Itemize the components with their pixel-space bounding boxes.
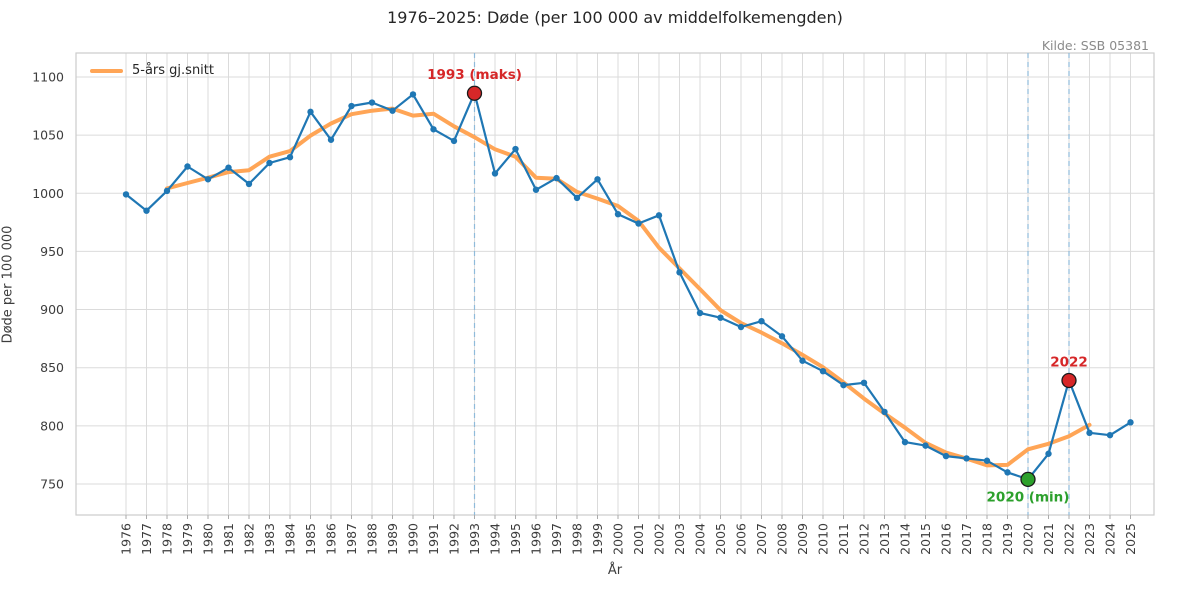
legend: 5-års gj.snitt bbox=[90, 63, 214, 78]
svg-text:2006: 2006 bbox=[734, 523, 749, 555]
annotation-label-2020: 2020 (min) bbox=[987, 489, 1070, 505]
svg-text:2015: 2015 bbox=[918, 523, 933, 555]
svg-text:2009: 2009 bbox=[795, 523, 810, 555]
svg-text:1988: 1988 bbox=[365, 523, 380, 555]
svg-text:1978: 1978 bbox=[160, 523, 175, 555]
svg-text:2000: 2000 bbox=[611, 523, 626, 555]
svg-text:1999: 1999 bbox=[590, 523, 605, 555]
svg-text:900: 900 bbox=[40, 302, 64, 317]
annotation-marker-2020 bbox=[1020, 471, 1036, 487]
svg-text:950: 950 bbox=[40, 244, 64, 259]
svg-text:1990: 1990 bbox=[406, 523, 421, 555]
data-point-markers bbox=[122, 90, 1134, 483]
svg-text:2018: 2018 bbox=[980, 523, 995, 555]
svg-text:850: 850 bbox=[40, 360, 64, 375]
annotation-label-2022: 2022 bbox=[1050, 354, 1088, 370]
svg-text:1980: 1980 bbox=[201, 523, 216, 555]
x-axis-label: År bbox=[607, 563, 623, 578]
annotation-labels: 1993 (maks) 2020 (min) 2022 bbox=[427, 67, 1088, 505]
svg-text:1984: 1984 bbox=[283, 523, 298, 555]
svg-text:1000: 1000 bbox=[32, 186, 64, 201]
svg-text:1985: 1985 bbox=[303, 523, 318, 555]
svg-text:1982: 1982 bbox=[242, 523, 257, 555]
svg-text:1993: 1993 bbox=[467, 523, 482, 555]
annotation-marker-2022 bbox=[1061, 372, 1077, 389]
svg-text:2022: 2022 bbox=[1062, 523, 1077, 555]
svg-text:2008: 2008 bbox=[775, 523, 790, 555]
annotation-marker-1993 bbox=[466, 85, 483, 101]
svg-text:2019: 2019 bbox=[1000, 523, 1015, 555]
chart-title: 1976–2025: Døde (per 100 000 av middelfo… bbox=[387, 8, 843, 27]
svg-text:1981: 1981 bbox=[221, 523, 236, 555]
svg-text:2016: 2016 bbox=[939, 523, 954, 555]
svg-text:1987: 1987 bbox=[344, 523, 359, 555]
svg-text:1976: 1976 bbox=[119, 523, 134, 555]
svg-text:2002: 2002 bbox=[652, 523, 667, 555]
svg-text:2003: 2003 bbox=[672, 523, 687, 555]
plot-border bbox=[75, 52, 1155, 516]
svg-text:2025: 2025 bbox=[1123, 523, 1138, 555]
svg-text:2017: 2017 bbox=[959, 523, 974, 555]
svg-text:1986: 1986 bbox=[324, 523, 339, 555]
y-tick-labels: 750 800 850 900 950 1000 1050 1100 bbox=[32, 69, 64, 491]
svg-text:1992: 1992 bbox=[447, 523, 462, 555]
legend-avg-label: 5-års gj.snitt bbox=[132, 63, 214, 78]
svg-text:1991: 1991 bbox=[426, 523, 441, 555]
svg-text:1994: 1994 bbox=[488, 523, 503, 555]
svg-text:2004: 2004 bbox=[693, 523, 708, 555]
svg-text:2005: 2005 bbox=[713, 523, 728, 555]
legend-avg-swatch bbox=[90, 68, 123, 73]
annotation-label-1993: 1993 (maks) bbox=[427, 67, 522, 83]
svg-text:1989: 1989 bbox=[385, 523, 400, 555]
svg-text:1995: 1995 bbox=[508, 523, 523, 555]
svg-text:1100: 1100 bbox=[32, 69, 64, 84]
svg-text:2023: 2023 bbox=[1082, 523, 1097, 555]
x-tick-labels: 1976 1977 1978 1979 1980 1981 1982 1983 1984 1985… bbox=[119, 515, 1138, 555]
svg-text:2013: 2013 bbox=[877, 523, 892, 555]
svg-text:1997: 1997 bbox=[549, 523, 564, 555]
annotation-guide-lines bbox=[473, 53, 1070, 515]
svg-text:1050: 1050 bbox=[32, 128, 64, 143]
svg-text:1998: 1998 bbox=[570, 523, 585, 555]
svg-text:2007: 2007 bbox=[754, 523, 769, 555]
svg-text:2021: 2021 bbox=[1041, 523, 1056, 555]
svg-text:2020: 2020 bbox=[1021, 523, 1036, 555]
svg-text:1979: 1979 bbox=[180, 523, 195, 555]
svg-text:2011: 2011 bbox=[836, 523, 851, 555]
avg-line bbox=[165, 106, 1092, 468]
svg-text:800: 800 bbox=[40, 418, 64, 433]
gridlines bbox=[76, 53, 1154, 515]
source-note: Kilde: SSB 05381 bbox=[1041, 38, 1149, 53]
annotation-markers bbox=[466, 85, 1077, 487]
svg-text:2010: 2010 bbox=[816, 523, 831, 555]
svg-text:2014: 2014 bbox=[898, 523, 913, 555]
svg-text:1977: 1977 bbox=[139, 523, 154, 555]
svg-text:2012: 2012 bbox=[857, 523, 872, 555]
svg-text:750: 750 bbox=[40, 477, 64, 492]
main-line bbox=[125, 92, 1132, 481]
svg-text:1996: 1996 bbox=[529, 523, 544, 555]
svg-text:2024: 2024 bbox=[1103, 523, 1118, 555]
svg-text:1983: 1983 bbox=[262, 523, 277, 555]
svg-text:2001: 2001 bbox=[631, 523, 646, 555]
